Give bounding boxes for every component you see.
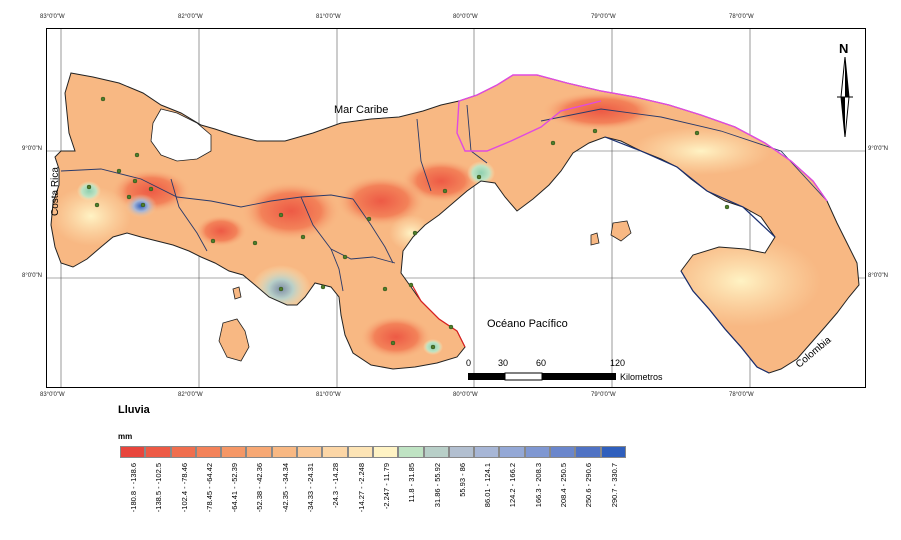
scale-tick-label: 30 bbox=[498, 358, 509, 368]
label-costa-rica: Costa Rica bbox=[50, 167, 61, 216]
lon-label: 82°0'0"W bbox=[178, 14, 203, 20]
legend: Lluvia mm -180.8 - -138.6 -138.5 - -102.5… bbox=[118, 402, 678, 532]
legend-swatch: -102.4 - -78.46 bbox=[170, 446, 196, 512]
legend-swatch: -78.45 - -64.42 bbox=[195, 446, 222, 512]
legend-swatch: 166.3 - 208.3 bbox=[524, 446, 551, 507]
legend-class-label: 124.2 - 166.2 bbox=[508, 463, 518, 508]
legend-class-label: -2.247 - 11.79 bbox=[381, 463, 391, 510]
legend-swatch: -64.41 - -52.39 bbox=[221, 446, 247, 512]
legend-swatches: -180.8 - -138.6 -138.5 - -102.5 -102.4 - -… bbox=[120, 446, 626, 512]
legend-swatch: -2.247 - 11.79 bbox=[372, 446, 399, 509]
legend-swatch: -14.27 - -2.248 bbox=[347, 446, 373, 512]
legend-class-label: -24.3 - -14.28 bbox=[331, 463, 341, 509]
lon-label: 83°0'0"W bbox=[40, 14, 65, 20]
kuna-yala-boundary bbox=[456, 74, 828, 202]
legend-class-label: 250.6 - 290.6 bbox=[584, 463, 594, 508]
lon-label: 80°0'0"W bbox=[453, 392, 478, 398]
legend-class-label: 166.3 - 208.3 bbox=[533, 463, 543, 508]
legend-class-label: 55.93 - 86 bbox=[457, 463, 467, 497]
islands bbox=[218, 220, 632, 362]
legend-swatch: -24.3 - -14.28 bbox=[322, 446, 348, 508]
lon-label: 78°0'0"W bbox=[729, 14, 754, 20]
lat-label: 9°0'0"N bbox=[868, 146, 889, 152]
legend-class-label: -42.35 - -34.34 bbox=[280, 463, 290, 513]
lon-label: 81°0'0"W bbox=[316, 392, 341, 398]
scale-unit: Kilometros bbox=[620, 372, 663, 382]
legend-class-label: 86.01 - 124.1 bbox=[483, 463, 493, 508]
scale-tick-label: 0 bbox=[466, 358, 472, 368]
legend-class-label: 208.4 - 250.5 bbox=[559, 463, 569, 508]
scale-tick-label: 120 bbox=[610, 358, 626, 368]
lat-label: 8°0'0"N bbox=[22, 273, 43, 279]
legend-swatch: 250.6 - 290.6 bbox=[575, 446, 601, 507]
lon-label: 79°0'0"W bbox=[591, 392, 616, 398]
panama-land bbox=[50, 72, 860, 374]
lon-label: 82°0'0"W bbox=[178, 392, 203, 398]
north-arrow-icon bbox=[837, 57, 853, 137]
legend-class-label: -102.4 - -78.46 bbox=[179, 463, 189, 513]
lon-label: 79°0'0"W bbox=[591, 14, 616, 20]
north-arrow: N bbox=[833, 41, 857, 137]
legend-class-label: -52.38 - -42.36 bbox=[255, 463, 265, 513]
weather-stations bbox=[86, 96, 730, 350]
scale-tick-label: 60 bbox=[536, 358, 547, 368]
label-caribbean-sea: Mar Caribe bbox=[334, 104, 389, 116]
scale-bar-graphic bbox=[468, 372, 616, 381]
lon-label: 83°0'0"W bbox=[40, 392, 65, 398]
legend-class-label: -138.5 - -102.5 bbox=[154, 463, 164, 513]
legend-class-label: -14.27 - -2.248 bbox=[356, 463, 366, 513]
legend-swatch: 55.93 - 86 bbox=[448, 446, 475, 497]
legend-class-label: 11.8 - 31.85 bbox=[407, 463, 417, 503]
legend-swatch: 124.2 - 166.2 bbox=[499, 446, 525, 507]
lon-label: 80°0'0"W bbox=[453, 14, 478, 20]
legend-class-label: -78.45 - -64.42 bbox=[204, 463, 214, 513]
legend-swatch: -34.33 - -24.31 bbox=[297, 446, 323, 512]
map-canvas bbox=[47, 29, 865, 387]
legend-swatch: -52.38 - -42.36 bbox=[246, 446, 272, 512]
north-label: N bbox=[839, 41, 849, 56]
legend-class-label: 290.7 - 330.7 bbox=[609, 463, 619, 508]
legend-swatch: -138.5 - -102.5 bbox=[145, 446, 171, 512]
legend-swatch: -42.35 - -34.34 bbox=[271, 446, 298, 512]
azuero-coast bbox=[410, 282, 466, 348]
legend-class-label: -34.33 - -24.31 bbox=[306, 463, 316, 513]
map-frame: N bbox=[46, 28, 866, 388]
legend-swatch: -180.8 - -138.6 bbox=[120, 446, 146, 512]
lon-label: 78°0'0"W bbox=[729, 392, 754, 398]
legend-class-label: -180.8 - -138.6 bbox=[129, 463, 138, 513]
legend-title: Lluvia bbox=[118, 404, 150, 416]
legend-class-label: 31.86 - 55.92 bbox=[432, 463, 442, 508]
legend-unit: mm bbox=[118, 432, 133, 441]
lat-label: 9°0'0"N bbox=[22, 146, 43, 152]
legend-swatch: 208.4 - 250.5 bbox=[550, 446, 576, 507]
darien-coast bbox=[604, 136, 776, 374]
legend-swatch: 290.7 - 330.7 bbox=[600, 446, 626, 507]
legend-swatch: 86.01 - 124.1 bbox=[474, 446, 500, 507]
lat-label: 8°0'0"N bbox=[868, 273, 889, 279]
legend-class-label: -64.41 - -52.39 bbox=[230, 463, 240, 513]
lon-label: 81°0'0"W bbox=[316, 14, 341, 20]
legend-swatch: 31.86 - 55.92 bbox=[423, 446, 449, 507]
legend-swatch: 11.8 - 31.85 bbox=[398, 446, 424, 502]
label-pacific-ocean: Océano Pacífico bbox=[487, 318, 568, 330]
